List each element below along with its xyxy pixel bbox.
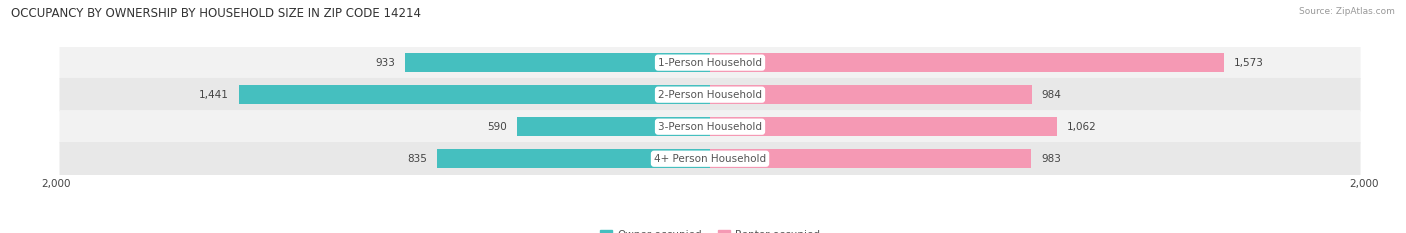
Text: 933: 933 xyxy=(375,58,395,68)
Text: Source: ZipAtlas.com: Source: ZipAtlas.com xyxy=(1299,7,1395,16)
Bar xyxy=(405,53,710,72)
Text: 983: 983 xyxy=(1042,154,1062,164)
Text: 1-Person Household: 1-Person Household xyxy=(658,58,762,68)
Text: 1,441: 1,441 xyxy=(200,90,229,100)
FancyBboxPatch shape xyxy=(59,46,1361,79)
Text: 984: 984 xyxy=(1042,90,1062,100)
Text: 590: 590 xyxy=(488,122,508,132)
Bar xyxy=(710,117,1057,136)
FancyBboxPatch shape xyxy=(59,142,1361,175)
Bar xyxy=(710,53,1225,72)
Legend: Owner-occupied, Renter-occupied: Owner-occupied, Renter-occupied xyxy=(600,230,820,233)
Bar xyxy=(710,149,1032,168)
Text: 4+ Person Household: 4+ Person Household xyxy=(654,154,766,164)
FancyBboxPatch shape xyxy=(59,110,1361,143)
Text: 2-Person Household: 2-Person Household xyxy=(658,90,762,100)
Bar xyxy=(517,117,710,136)
Text: OCCUPANCY BY OWNERSHIP BY HOUSEHOLD SIZE IN ZIP CODE 14214: OCCUPANCY BY OWNERSHIP BY HOUSEHOLD SIZE… xyxy=(11,7,422,20)
Text: 835: 835 xyxy=(408,154,427,164)
FancyBboxPatch shape xyxy=(59,78,1361,111)
Text: 1,062: 1,062 xyxy=(1067,122,1097,132)
Bar xyxy=(710,85,1032,104)
Text: 1,573: 1,573 xyxy=(1234,58,1264,68)
Bar xyxy=(239,85,710,104)
Text: 3-Person Household: 3-Person Household xyxy=(658,122,762,132)
Bar xyxy=(437,149,710,168)
